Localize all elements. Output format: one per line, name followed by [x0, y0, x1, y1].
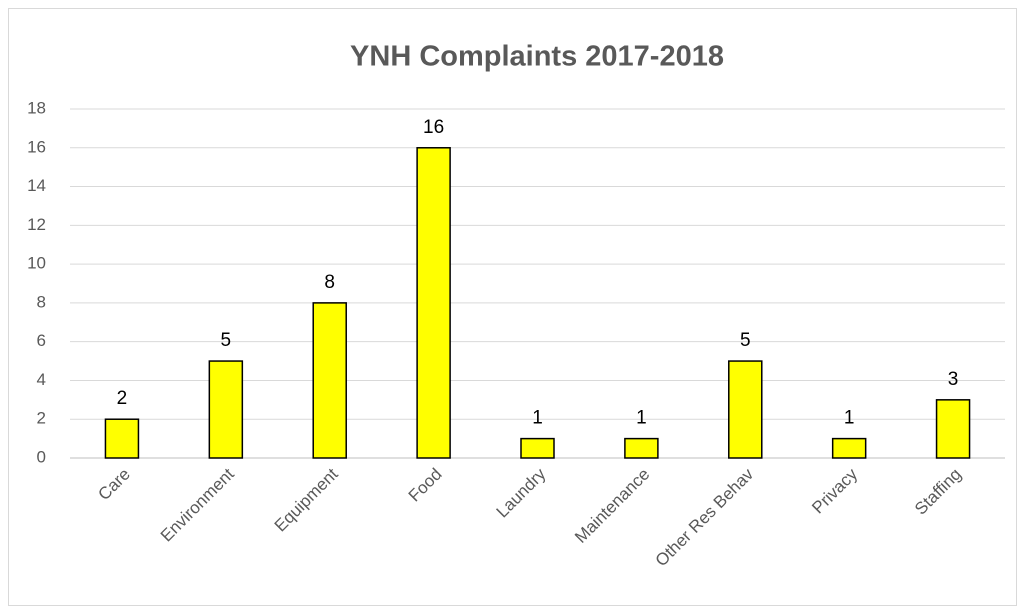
y-tick-label: 0 [37, 447, 46, 466]
bar [104, 418, 140, 459]
bar [624, 437, 659, 459]
data-label: 3 [948, 369, 959, 390]
bar [416, 147, 451, 459]
data-label: 5 [740, 330, 751, 351]
data-label: 1 [844, 408, 855, 429]
y-tick-label: 12 [27, 215, 46, 234]
y-tick-label: 8 [37, 292, 46, 311]
y-tick-label: 18 [27, 98, 46, 117]
y-tick-label: 6 [37, 331, 46, 350]
bar [312, 302, 347, 459]
bar [831, 437, 867, 459]
data-label: 1 [636, 408, 647, 429]
bar [935, 399, 971, 459]
bar [728, 360, 763, 459]
chart-title: YNH Complaints 2017-2018 [350, 41, 724, 73]
data-label: 1 [532, 408, 543, 429]
data-label: 5 [221, 330, 232, 351]
y-tick-label: 14 [27, 176, 46, 195]
data-label: 2 [117, 388, 128, 409]
y-tick-label: 4 [37, 370, 46, 389]
data-label: 16 [423, 117, 444, 138]
y-tick-label: 16 [27, 137, 46, 156]
bar [208, 360, 244, 459]
y-tick-label: 10 [27, 254, 46, 273]
data-label: 8 [324, 272, 335, 293]
y-tick-label: 2 [37, 409, 46, 428]
chart-border [8, 8, 1017, 606]
bar [520, 437, 555, 459]
